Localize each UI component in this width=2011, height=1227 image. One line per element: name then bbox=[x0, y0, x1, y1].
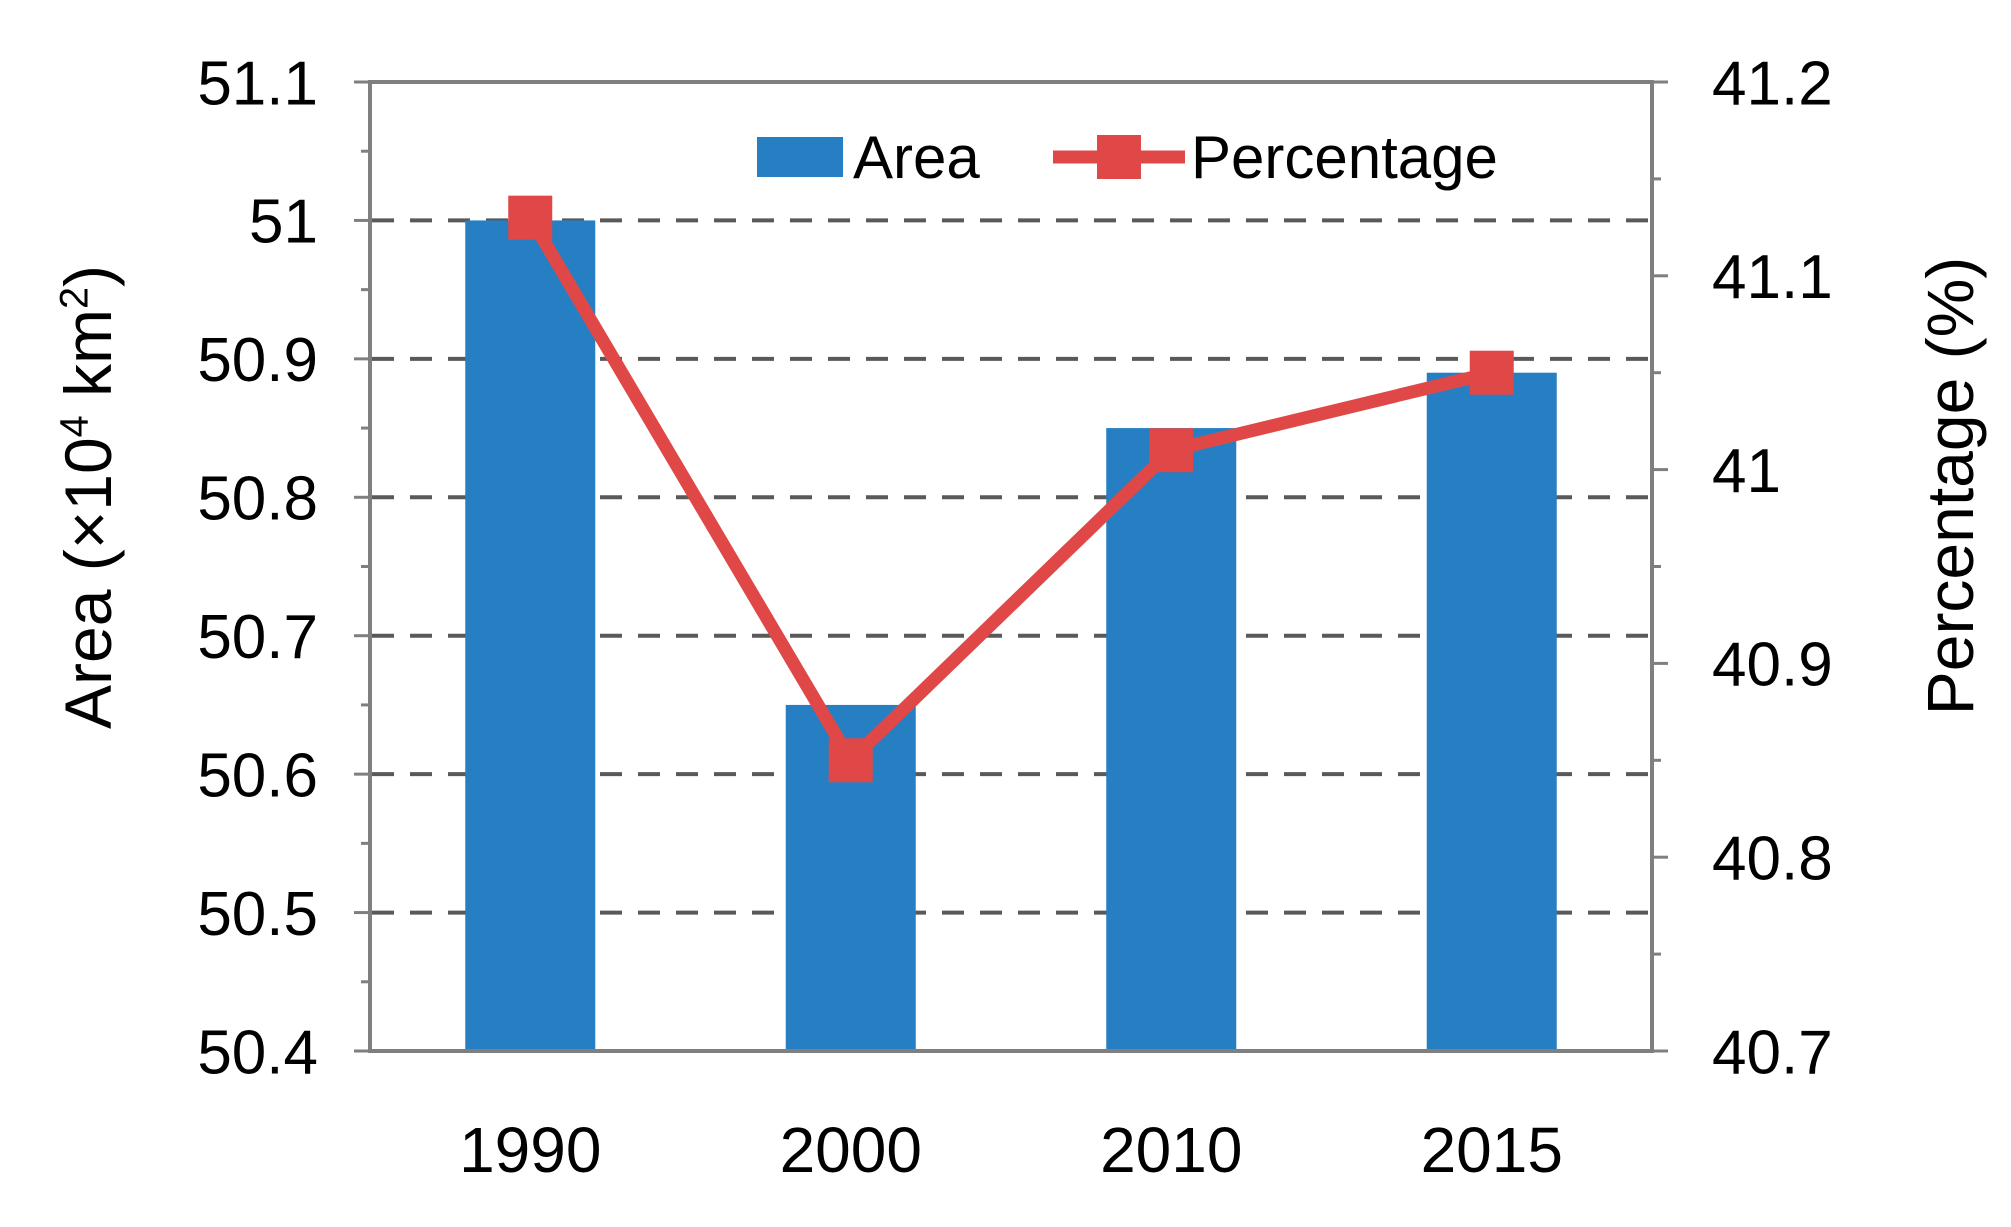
percentage-line bbox=[524, 214, 1494, 771]
percentage-marker-2015 bbox=[1469, 350, 1514, 395]
percentage-marker-1990 bbox=[508, 195, 553, 240]
right-axis-tick-label: 40.7 bbox=[1712, 1018, 1833, 1087]
x-axis-label-1990: 1990 bbox=[459, 1114, 601, 1186]
left-axis-title-suffix: ) bbox=[51, 264, 125, 287]
x-axis-label-2010: 2010 bbox=[1100, 1114, 1242, 1186]
left-axis-title: Area (×104 km2) bbox=[50, 265, 126, 729]
bar-2015 bbox=[1426, 372, 1557, 1051]
left-axis-tick-label: 50.7 bbox=[197, 603, 318, 672]
x-axis-label-2015: 2015 bbox=[1421, 1114, 1563, 1186]
left-axis-tick-label: 50.4 bbox=[197, 1018, 318, 1087]
x-axis-label-2000: 2000 bbox=[780, 1114, 922, 1186]
left-axis-tick-label: 50.5 bbox=[197, 880, 318, 949]
percentage-legend-marker-icon bbox=[1053, 133, 1185, 181]
area-legend-swatch bbox=[757, 137, 843, 177]
left-axis-tick-label: 51.1 bbox=[197, 49, 318, 118]
legend-square bbox=[1097, 135, 1141, 179]
percentage-legend-label: Percentage bbox=[1191, 123, 1498, 191]
right-axis-tick-label: 41 bbox=[1712, 437, 1781, 506]
left-axis-tick-label: 50.8 bbox=[197, 465, 318, 534]
right-axis-tick-label: 40.9 bbox=[1712, 631, 1833, 700]
right-axis-tick-label: 40.8 bbox=[1712, 825, 1833, 894]
left-axis-tick-label: 50.9 bbox=[197, 326, 318, 395]
left-axis-title-superscript-2: 2 bbox=[52, 286, 97, 309]
left-axis-title-prefix: Area (×10 bbox=[51, 437, 125, 730]
left-axis-tick-label: 51 bbox=[249, 188, 318, 257]
left-axis-title-superscript-4: 4 bbox=[52, 415, 97, 438]
bar-2010 bbox=[1106, 428, 1237, 1052]
percentage-marker-2000 bbox=[828, 738, 873, 783]
right-axis-tick-label: 41.2 bbox=[1712, 49, 1833, 118]
right-axis-title: Percentage (%) bbox=[1913, 256, 1987, 716]
left-axis-title-mid: km bbox=[51, 308, 125, 416]
bar-1990 bbox=[465, 220, 596, 1051]
legend-item-area: Area bbox=[757, 124, 980, 191]
legend-item-percentage: Percentage bbox=[1053, 124, 1498, 191]
left-axis-tick-label: 50.6 bbox=[197, 741, 318, 810]
area-legend-label: Area bbox=[853, 123, 980, 191]
percentage-marker-2010 bbox=[1149, 428, 1194, 473]
right-axis-tick-label: 41.1 bbox=[1712, 243, 1833, 312]
